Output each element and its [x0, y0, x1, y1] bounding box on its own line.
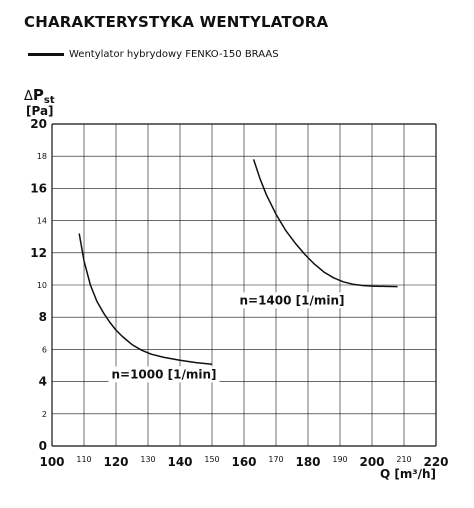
grid — [51, 123, 437, 447]
y-tick-label-8: 8 — [39, 310, 47, 324]
series-line-2 — [252, 159, 398, 288]
curve-label-bg-2 — [236, 292, 348, 309]
legend: Wentylator hybrydowy FENKO-150 BRAAS — [28, 47, 279, 61]
y-tick-label-14: 14 — [37, 217, 47, 226]
legend-label: Wentylator hybrydowy FENKO-150 BRAAS — [69, 48, 279, 60]
x-tick-label-110: 110 — [76, 455, 91, 464]
y-tick-label-6: 6 — [42, 345, 47, 354]
x-axis-label: Q [m³/h] — [380, 467, 436, 481]
axis-labels: ΔPst[Pa] Q [m³/h] — [24, 86, 436, 481]
y-axis-unit: [Pa] — [26, 104, 54, 118]
y-tick-label-18: 18 — [37, 152, 47, 161]
y-tick-label-10: 10 — [37, 281, 47, 290]
x-tick-label-150: 150 — [204, 455, 219, 464]
curve-labels: n=1000 [1/min] n=1400 [1/min] — [108, 292, 348, 383]
y-tick-label-0: 0 — [39, 439, 47, 453]
x-tick-label-220: 220 — [423, 455, 448, 469]
x-tick-label-120: 120 — [103, 455, 128, 469]
curve-label-bg-1 — [108, 366, 220, 383]
curve-label-2: n=1400 [1/min] — [239, 293, 344, 307]
y-axis-label: ΔPst — [24, 86, 55, 106]
x-tick-label-140: 140 — [167, 455, 192, 469]
x-tick-label-180: 180 — [295, 455, 320, 469]
x-tick-label-170: 170 — [268, 455, 283, 464]
curve-label-1: n=1000 [1/min] — [111, 367, 216, 381]
x-tick-label-200: 200 — [359, 455, 384, 469]
series-lines — [78, 159, 398, 365]
y-tick-label-20: 20 — [30, 117, 47, 131]
x-tick-label-160: 160 — [231, 455, 256, 469]
series-line-1 — [78, 233, 213, 365]
x-tick-label-100: 100 — [39, 455, 64, 469]
x-tick-label-190: 190 — [332, 455, 347, 464]
legend-swatch — [28, 52, 64, 56]
y-tick-label-16: 16 — [30, 181, 47, 195]
y-tick-label-4: 4 — [39, 375, 47, 389]
y-tick-label-12: 12 — [30, 246, 47, 260]
x-tick-label-130: 130 — [140, 455, 155, 464]
tick-labels: 100 110 120 130 140 150 160 170 180 190 200 210 2200… — [30, 117, 448, 469]
x-tick-label-210: 210 — [396, 455, 411, 464]
y-tick-label-2: 2 — [42, 410, 47, 419]
chart-title: CHARAKTERYSTYKA WENTYLATORA — [24, 13, 329, 31]
